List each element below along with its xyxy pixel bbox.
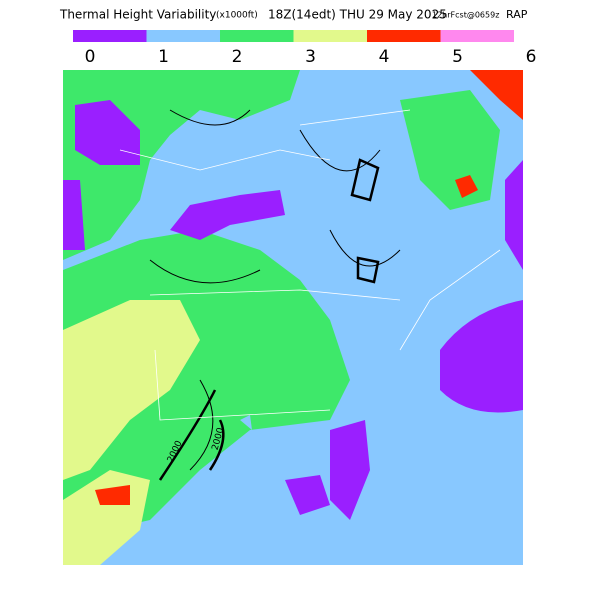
legend-label: 6: [526, 47, 537, 67]
region-purple: [63, 180, 85, 250]
state-border: [119, 109, 501, 421]
region-purple: [170, 190, 285, 240]
legend: 0 1 2 3 4 5 6: [73, 30, 536, 67]
region-purple: [440, 300, 523, 413]
legend-label: 2: [232, 47, 243, 67]
legend-swatch: [146, 30, 220, 42]
region-purple: [505, 160, 523, 270]
legend-label: 1: [158, 47, 169, 67]
units: (x1000ft): [216, 11, 258, 21]
legend-swatch: [73, 30, 147, 42]
contour-line: [149, 109, 401, 471]
legend-swatch: [220, 30, 294, 42]
region-red: [470, 70, 523, 120]
region-purple: [285, 475, 330, 515]
legend-label: 5: [452, 47, 463, 67]
region-yellow: [63, 300, 200, 480]
valid-time: 18Z(14edt) THU 29 May 2025: [268, 8, 447, 22]
legend-swatch: [293, 30, 367, 42]
legend-label: 4: [379, 47, 390, 67]
region-red: [455, 175, 478, 198]
region-blue: [240, 415, 252, 430]
model: RAP: [506, 8, 528, 21]
region-green: [400, 90, 500, 210]
forecast: 12hrFcst@0659z: [432, 11, 499, 20]
legend-label: 3: [305, 47, 316, 67]
contour-line: [158, 389, 225, 481]
region-purple: [330, 420, 370, 520]
title: Thermal Height Variability: [59, 8, 216, 22]
legend-label: 0: [85, 47, 96, 67]
map: 2000 2000: [63, 70, 523, 565]
region-red: [95, 485, 130, 505]
legend-swatch: [440, 30, 514, 42]
contour-line: [350, 158, 380, 284]
region-purple: [75, 100, 140, 165]
legend-swatch: [367, 30, 441, 42]
